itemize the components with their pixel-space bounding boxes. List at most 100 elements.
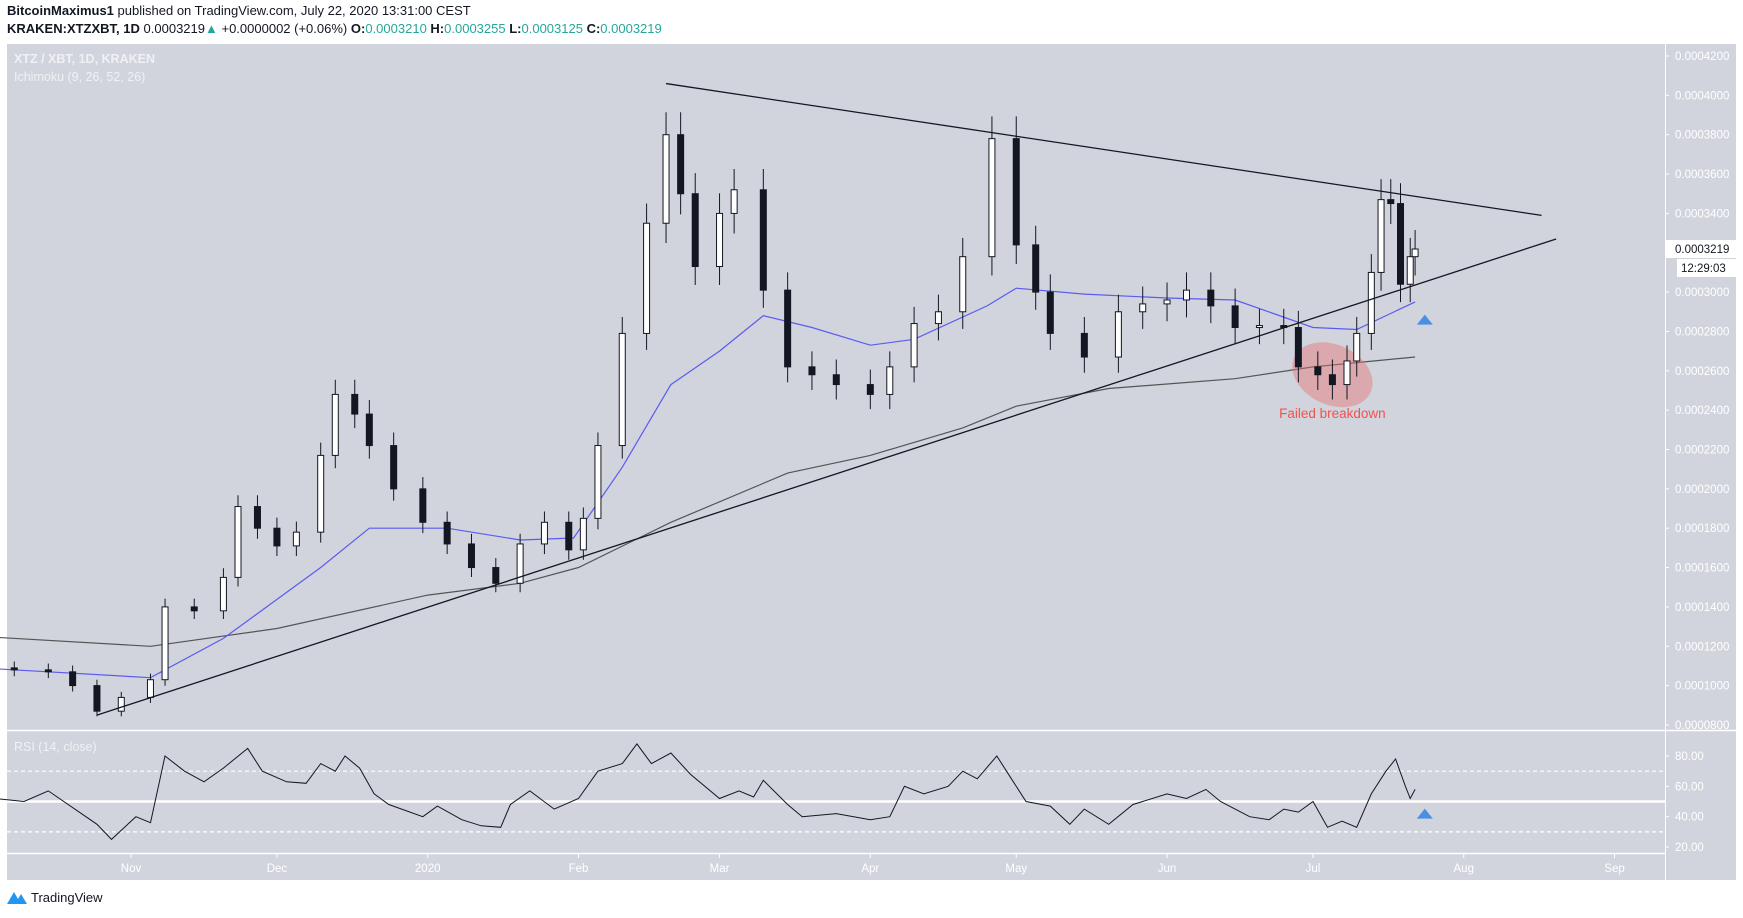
- rsi-tick-label: 20.00: [1675, 842, 1704, 854]
- candle: [988, 138, 996, 258]
- candle: [1114, 311, 1122, 358]
- open-label: O:: [350, 21, 366, 36]
- candle: [44, 669, 52, 673]
- candle: [117, 696, 125, 712]
- price-tick-label: 0.0001800: [1675, 523, 1729, 535]
- price-tick-label: 0.0003000: [1675, 287, 1729, 299]
- candle: [1397, 203, 1405, 285]
- last-price: 0.0003219: [143, 21, 205, 36]
- rsi-line: [0, 743, 1416, 841]
- indicator-label[interactable]: Ichimoku (9, 26, 52, 26): [14, 70, 146, 84]
- brand[interactable]: TradingView: [31, 889, 103, 905]
- candle: [808, 366, 816, 376]
- candle: [730, 189, 738, 214]
- price-tick-label: 0.0001000: [1675, 681, 1729, 693]
- candle: [1231, 305, 1239, 329]
- high-label: H:: [430, 21, 445, 36]
- price-tick-label: 0.0002600: [1675, 366, 1729, 378]
- arrow-up-icon: [1416, 314, 1433, 325]
- failed-breakdown-label: Failed breakdown: [1279, 406, 1386, 421]
- open-value: 0.0003210: [365, 21, 427, 36]
- candle: [190, 606, 198, 612]
- candle: [467, 543, 475, 569]
- symbol-info: KRAKEN:XTZXBT, 1D 0.0003219▲ +0.0000002 …: [7, 21, 662, 36]
- author[interactable]: BitcoinMaximus1: [7, 3, 114, 18]
- candle: [886, 366, 894, 395]
- price-tick-label: 0.0000800: [1675, 720, 1729, 732]
- rsi-tick-label: 80.00: [1675, 751, 1704, 763]
- candle: [618, 332, 626, 447]
- tradingview-logo-icon: [7, 892, 27, 904]
- candle: [832, 374, 840, 386]
- candle: [1353, 332, 1361, 362]
- candle: [1032, 244, 1040, 293]
- candle: [565, 521, 573, 551]
- time-tick-label: Mar: [710, 863, 730, 875]
- candle: [219, 576, 227, 612]
- time-tick-label: Jul: [1306, 863, 1321, 875]
- time-tick-label: Nov: [121, 863, 142, 875]
- candle: [662, 134, 670, 224]
- countdown-box: [1677, 259, 1739, 278]
- candle: [234, 506, 242, 578]
- candle: [1207, 289, 1215, 307]
- time-tick-label: Aug: [1454, 863, 1474, 875]
- candle: [1255, 325, 1263, 329]
- candle: [934, 311, 942, 325]
- countdown-value: 12:29:03: [1681, 263, 1726, 275]
- price-tick-label: 0.0001600: [1675, 563, 1729, 575]
- time-tick-label: Jun: [1158, 863, 1177, 875]
- price-tick-label: 0.0001400: [1675, 602, 1729, 614]
- price-tick-label: 0.0003400: [1675, 208, 1729, 220]
- candle: [1387, 199, 1395, 205]
- candle: [351, 393, 359, 415]
- price-tick-label: 0.0002000: [1675, 484, 1729, 496]
- candle: [419, 488, 427, 523]
- time-tick-label: Apr: [861, 863, 879, 875]
- candle: [1139, 303, 1147, 313]
- low-label: L:: [509, 21, 522, 36]
- price-tick-label: 0.0004200: [1675, 51, 1729, 63]
- candle: [292, 531, 300, 547]
- time-tick-label: Feb: [569, 863, 589, 875]
- candle: [1012, 138, 1020, 246]
- close-label: C:: [586, 21, 601, 36]
- candle: [759, 189, 767, 291]
- candle: [146, 679, 154, 698]
- time-tick-label: Dec: [267, 863, 288, 875]
- chart-title: XTZ / XBT, 1D, KRAKEN: [14, 52, 155, 66]
- candle: [365, 413, 373, 447]
- candle: [1163, 299, 1171, 305]
- candle: [643, 222, 651, 334]
- candle: [1046, 291, 1054, 334]
- rsi-tick-label: 40.00: [1675, 812, 1704, 824]
- support-trendline: [96, 238, 1557, 716]
- close-value: 0.0003219: [600, 21, 662, 36]
- time-tick-label: May: [1005, 863, 1027, 875]
- candle: [516, 543, 524, 584]
- candle: [784, 289, 792, 368]
- candle: [1411, 248, 1419, 258]
- price-tick-label: 0.0002200: [1675, 445, 1729, 457]
- candle: [273, 527, 281, 547]
- candle: [594, 445, 602, 519]
- last-price-value: 0.0003219: [1675, 244, 1729, 256]
- rsi-tick-label: 60.00: [1675, 781, 1704, 793]
- rsi-label[interactable]: RSI (14, close): [14, 740, 97, 754]
- candle: [331, 393, 339, 456]
- price-change: +0.0000002 (+0.06%): [221, 21, 348, 36]
- price-tick-label: 0.0004000: [1675, 90, 1729, 102]
- candle: [691, 193, 699, 268]
- high-value: 0.0003255: [444, 21, 506, 36]
- candle: [492, 567, 500, 584]
- resistance-trendline: [665, 82, 1542, 217]
- price-tick-label: 0.0003600: [1675, 169, 1729, 181]
- price-tick-label: 0.0001200: [1675, 641, 1729, 653]
- candle: [317, 454, 325, 533]
- low-value: 0.0003125: [521, 21, 583, 36]
- candle: [1080, 332, 1088, 358]
- candle: [1328, 374, 1336, 386]
- candle: [93, 685, 101, 712]
- price-tick-label: 0.0002400: [1675, 405, 1729, 417]
